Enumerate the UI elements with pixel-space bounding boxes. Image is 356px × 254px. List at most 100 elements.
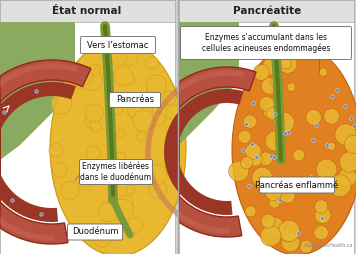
Text: Enzymes libérées
dans le duodénum: Enzymes libérées dans le duodénum [80,162,152,182]
Circle shape [147,165,167,185]
Circle shape [152,104,162,114]
Circle shape [271,75,282,87]
Circle shape [229,161,249,181]
Text: Enzymes s'accumulant dans les
cellules acineuses endommagées: Enzymes s'accumulant dans les cellules a… [202,33,330,53]
Circle shape [266,107,279,120]
Circle shape [338,168,356,187]
Circle shape [273,112,294,133]
Ellipse shape [232,45,356,254]
Circle shape [87,165,97,175]
Circle shape [85,114,99,129]
Circle shape [261,226,281,246]
Circle shape [243,115,257,128]
Circle shape [287,83,295,91]
Circle shape [128,103,143,118]
Circle shape [107,44,128,65]
Circle shape [129,110,138,119]
Circle shape [121,49,138,66]
Circle shape [269,197,280,208]
Polygon shape [0,22,75,160]
Circle shape [324,108,339,124]
Circle shape [314,226,328,240]
FancyBboxPatch shape [180,26,351,59]
Circle shape [315,200,328,213]
Circle shape [265,217,284,236]
Circle shape [86,146,100,160]
Circle shape [281,233,299,252]
Text: Pancréas enflammé: Pancréas enflammé [255,181,339,189]
Polygon shape [179,67,256,237]
Circle shape [77,66,89,78]
Circle shape [266,100,277,112]
Circle shape [241,157,253,169]
Circle shape [49,143,63,157]
Circle shape [77,79,87,90]
Circle shape [93,229,111,247]
Text: Duodénum: Duodénum [72,228,118,236]
Circle shape [335,124,356,145]
Circle shape [329,175,351,197]
Circle shape [153,113,166,125]
Circle shape [85,104,103,122]
Circle shape [127,185,135,194]
Circle shape [259,97,274,112]
Circle shape [261,214,275,228]
Circle shape [149,180,167,198]
Circle shape [133,110,155,132]
Circle shape [61,181,79,200]
Circle shape [51,93,72,114]
Text: © AboutKidsHealth.ca: © AboutKidsHealth.ca [298,243,352,248]
Bar [0,0,175,254]
Polygon shape [0,82,76,222]
Circle shape [263,108,273,118]
Circle shape [90,120,102,132]
FancyBboxPatch shape [260,177,335,193]
Circle shape [245,206,256,217]
Circle shape [113,199,133,220]
Circle shape [78,70,93,84]
Text: Pancréas: Pancréas [116,96,154,104]
Circle shape [126,228,135,237]
Circle shape [81,70,102,91]
Circle shape [327,142,335,151]
Circle shape [166,105,182,120]
Circle shape [278,220,300,242]
Circle shape [278,55,297,73]
Circle shape [128,218,143,233]
Bar [179,0,354,22]
Circle shape [265,184,282,201]
Polygon shape [164,89,243,215]
Circle shape [316,159,337,180]
Circle shape [319,68,328,76]
Circle shape [148,84,156,92]
Circle shape [146,89,155,98]
Polygon shape [0,60,91,244]
Circle shape [245,143,261,160]
Circle shape [99,202,119,222]
Text: Vers l'estomac: Vers l'estomac [87,40,149,50]
Circle shape [248,152,262,166]
Circle shape [253,65,269,81]
Circle shape [118,195,133,210]
Circle shape [263,99,282,116]
Circle shape [89,65,101,76]
FancyBboxPatch shape [110,92,161,107]
Circle shape [259,152,273,166]
Circle shape [306,109,321,125]
FancyBboxPatch shape [79,160,152,184]
Circle shape [125,74,136,84]
Circle shape [339,152,356,172]
Text: Pancréatite: Pancréatite [233,6,301,16]
Bar [0,0,175,22]
Circle shape [281,188,295,203]
Circle shape [263,57,281,75]
Circle shape [146,80,162,96]
Circle shape [115,152,126,163]
Circle shape [162,91,176,105]
Circle shape [293,149,305,161]
Circle shape [146,75,167,96]
Circle shape [281,229,294,242]
FancyBboxPatch shape [68,224,122,240]
Text: État normal: État normal [52,6,122,16]
Circle shape [52,162,67,178]
